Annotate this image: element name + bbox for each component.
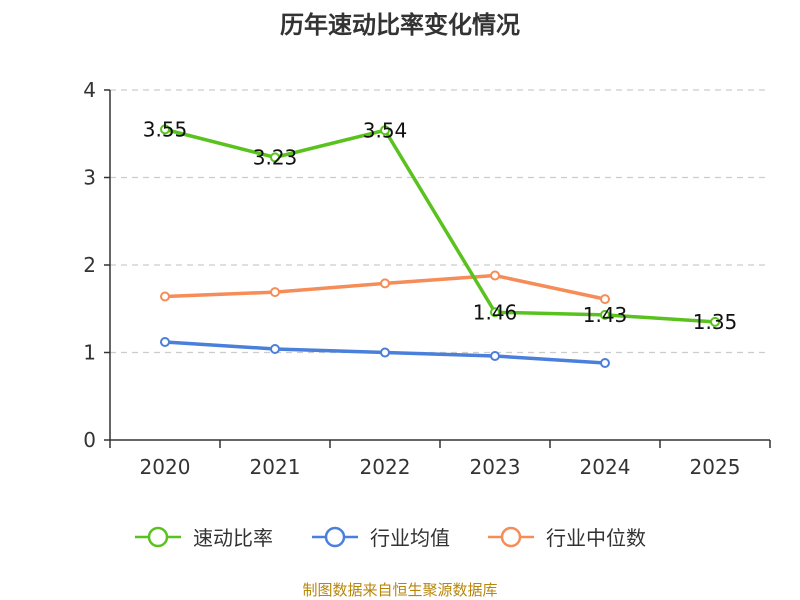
x-tick-label: 2022	[360, 455, 411, 479]
data-label: 3.54	[363, 118, 408, 142]
x-tick-label: 2021	[250, 455, 301, 479]
legend: 速动比率 行业均值 行业中位数	[135, 526, 646, 550]
data-point	[600, 294, 610, 305]
y-tick-label: 0	[83, 428, 96, 452]
y-tick-label: 1	[83, 341, 96, 365]
data-point	[380, 278, 390, 289]
x-tick-label: 2020	[140, 455, 191, 479]
data-point	[490, 351, 500, 361]
series-lines	[160, 124, 720, 368]
series-2	[160, 337, 610, 368]
y-tick-label: 4	[83, 78, 96, 102]
data-point	[380, 125, 390, 136]
x-tick-label: 2024	[580, 455, 631, 479]
data-point	[270, 344, 280, 354]
data-point	[160, 124, 170, 135]
x-tick-label: 2023	[470, 455, 521, 479]
legend-label: 速动比率	[193, 526, 273, 550]
legend-item-2: 行业均值	[312, 526, 450, 550]
legend-item-1: 速动比率	[135, 526, 273, 550]
data-point	[270, 152, 280, 163]
chart-title: 历年速动比率变化情况	[280, 11, 520, 39]
data-point	[270, 287, 280, 298]
data-label: 1.43	[583, 303, 628, 327]
x-tick-label: 2025	[690, 455, 741, 479]
y-tick-label: 3	[83, 166, 96, 190]
series-3	[160, 270, 610, 305]
legend-marker	[500, 526, 522, 548]
data-point	[160, 291, 170, 302]
data-point	[160, 337, 170, 347]
data-point	[490, 270, 500, 281]
data-label: 1.46	[473, 300, 518, 324]
data-point	[490, 307, 500, 318]
legend-label: 行业均值	[370, 526, 450, 550]
legend-label: 行业中位数	[546, 526, 646, 550]
y-tick-label: 2	[83, 253, 96, 277]
data-labels: 3.55 3.23 3.54 1.46 1.43 1.35	[143, 117, 738, 334]
x-axis-ticks: 2020 2021 2022 2023 2024 2025	[109, 440, 771, 479]
data-point	[600, 309, 610, 320]
legend-marker	[324, 526, 346, 548]
data-label: 3.55	[143, 117, 188, 141]
data-point	[380, 347, 390, 358]
legend-marker	[147, 526, 169, 548]
legend-item-3: 行业中位数	[488, 526, 646, 550]
data-point	[600, 358, 610, 368]
source-note: 制图数据来自恒生聚源数据库	[302, 581, 497, 599]
data-label: 3.23	[253, 145, 298, 169]
data-label: 1.35	[693, 310, 738, 334]
y-axis-ticks: 0 1 2 3 4	[83, 78, 110, 452]
series-line	[164, 127, 716, 324]
data-point	[710, 316, 720, 327]
series-1	[160, 124, 720, 327]
